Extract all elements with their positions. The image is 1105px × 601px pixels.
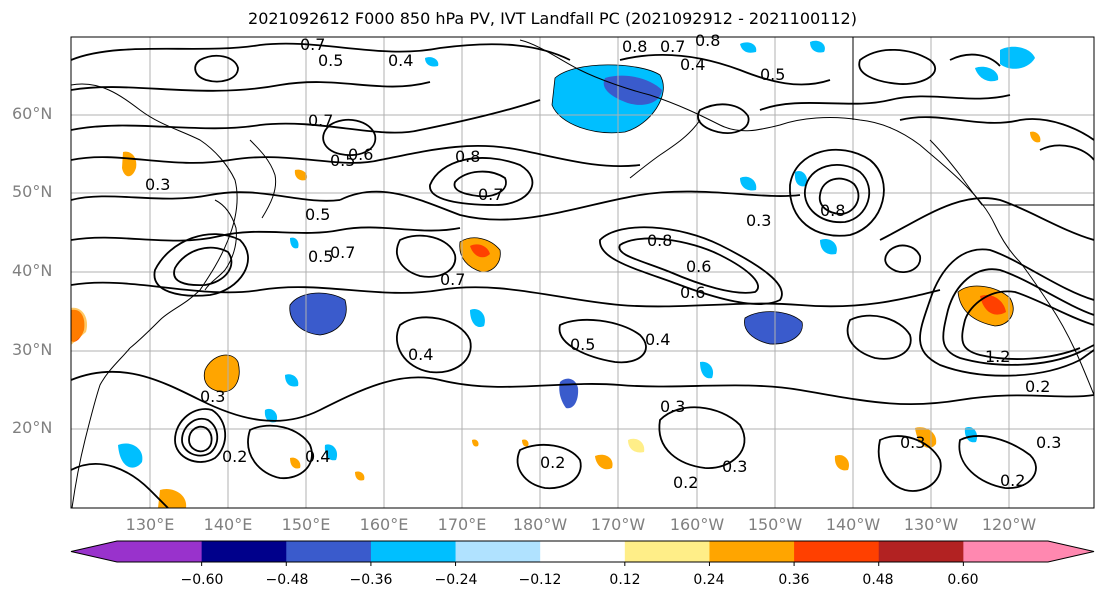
contour-label: 0.3 [900,433,925,452]
contour-label: 0.7 [330,243,355,262]
contour-label: 0.4 [388,51,413,70]
colorbar-swatch [878,541,964,562]
colorbar-swatch [794,541,880,562]
contour-label: 0.5 [760,65,785,84]
colorbar-outline [70,540,1095,563]
contour-label: 0.2 [222,447,247,466]
contour-label: 0.5 [570,335,595,354]
colorbar-swatch [709,541,795,562]
lon-label-130w: 130°W [903,515,959,534]
colorbar-tick: −0.24 [434,572,478,588]
lon-label-170e: 170°E [437,515,487,534]
contour-label: 0.6 [680,283,705,302]
lon-label-160e: 160°E [359,515,409,534]
lat-label-20n: 20°N [12,418,53,437]
colorbar-tick: 0.60 [947,572,979,588]
contour-label: 0.8 [647,231,672,250]
colorbar-extend-low [71,541,117,562]
colorbar-tick: −0.48 [265,572,309,588]
colorbar-swatch [201,541,287,562]
lon-label-120w: 120°W [981,515,1037,534]
colorbar-tick: −0.36 [349,572,393,588]
contour-label: 0.2 [1025,377,1050,396]
contour-label: 0.7 [300,35,325,54]
lat-label-50n: 50°N [12,182,53,201]
lon-label-140w: 140°W [825,515,881,534]
colorbar-swatch [455,541,541,562]
contour-label: 0.7 [478,185,503,204]
colorbar-extend-high [1048,541,1094,562]
contour-label: 0.5 [308,247,333,266]
lon-label-140e: 140°E [203,515,253,534]
contour-label: 1.2 [985,347,1010,366]
contour-labels: 0.70.5 0.40.8 0.7 0.80.40.50.70.60.50.30.50… [145,31,1061,492]
colorbar-swatch [540,541,626,562]
contour-label: 0.3 [746,211,771,230]
lon-label-160w: 160°W [669,515,725,534]
contour-label: 0.6 [348,145,373,164]
lon-label-130e: 130°E [125,515,175,534]
contour-label: 0.3 [200,387,225,406]
lon-label-180w: 180°W [512,515,568,534]
contour-label: 0.2 [673,473,698,492]
map-frame [70,36,1095,509]
colorbar-swatch [963,541,1049,562]
pv-contours [71,42,1094,508]
colorbar-tick: −0.12 [518,572,562,588]
contour-label: 0.7 [308,111,333,130]
colorbar-swatch [117,541,203,562]
anomaly-shading [71,40,1041,508]
lon-label-150w: 150°W [747,515,803,534]
lon-label-150e: 150°E [281,515,331,534]
lat-label-30n: 30°N [12,340,53,359]
contour-label: 0.7 [660,37,685,56]
contour-label: 0.4 [645,330,670,349]
colorbar-swatch [370,541,457,562]
colorbar-tick: 0.24 [693,572,725,588]
lon-label-170w: 170°W [590,515,646,534]
contour-label: 0.5 [305,205,330,224]
contour-label: 0.7 [440,270,465,289]
colorbar-swatch [624,541,710,562]
colorbar-swatch [286,541,372,562]
lat-label-40n: 40°N [12,261,53,280]
colorbar-tick: 0.48 [862,572,894,588]
contour-label: 0.8 [820,201,845,220]
contour-label: 0.3 [1036,433,1061,452]
coastlines [71,37,1094,508]
contour-label: 0.8 [455,147,480,166]
contour-label: 0.3 [660,397,685,416]
contour-label: 0.4 [305,447,330,466]
colorbar-tick: 0.36 [778,572,810,588]
contour-label: 0.2 [1000,471,1025,490]
contour-label: 0.3 [145,175,170,194]
contour-label: 0.8 [622,37,647,56]
colorbar [70,540,1095,566]
contour-label: 0.5 [330,151,355,170]
contour-label: 0.4 [680,55,705,74]
contour-label: 0.3 [722,457,747,476]
contour-label: 0.5 [318,51,343,70]
lat-label-60n: 60°N [12,104,53,123]
colorbar-tick: −0.60 [180,572,224,588]
contour-label: 0.6 [686,257,711,276]
contour-label: 0.8 [695,31,720,50]
contour-label: 0.2 [540,453,565,472]
map-title: 2021092612 F000 850 hPa PV, IVT Landfall… [248,9,857,28]
colorbar-tick: 0.12 [609,572,641,588]
contour-label: 0.4 [408,345,433,364]
